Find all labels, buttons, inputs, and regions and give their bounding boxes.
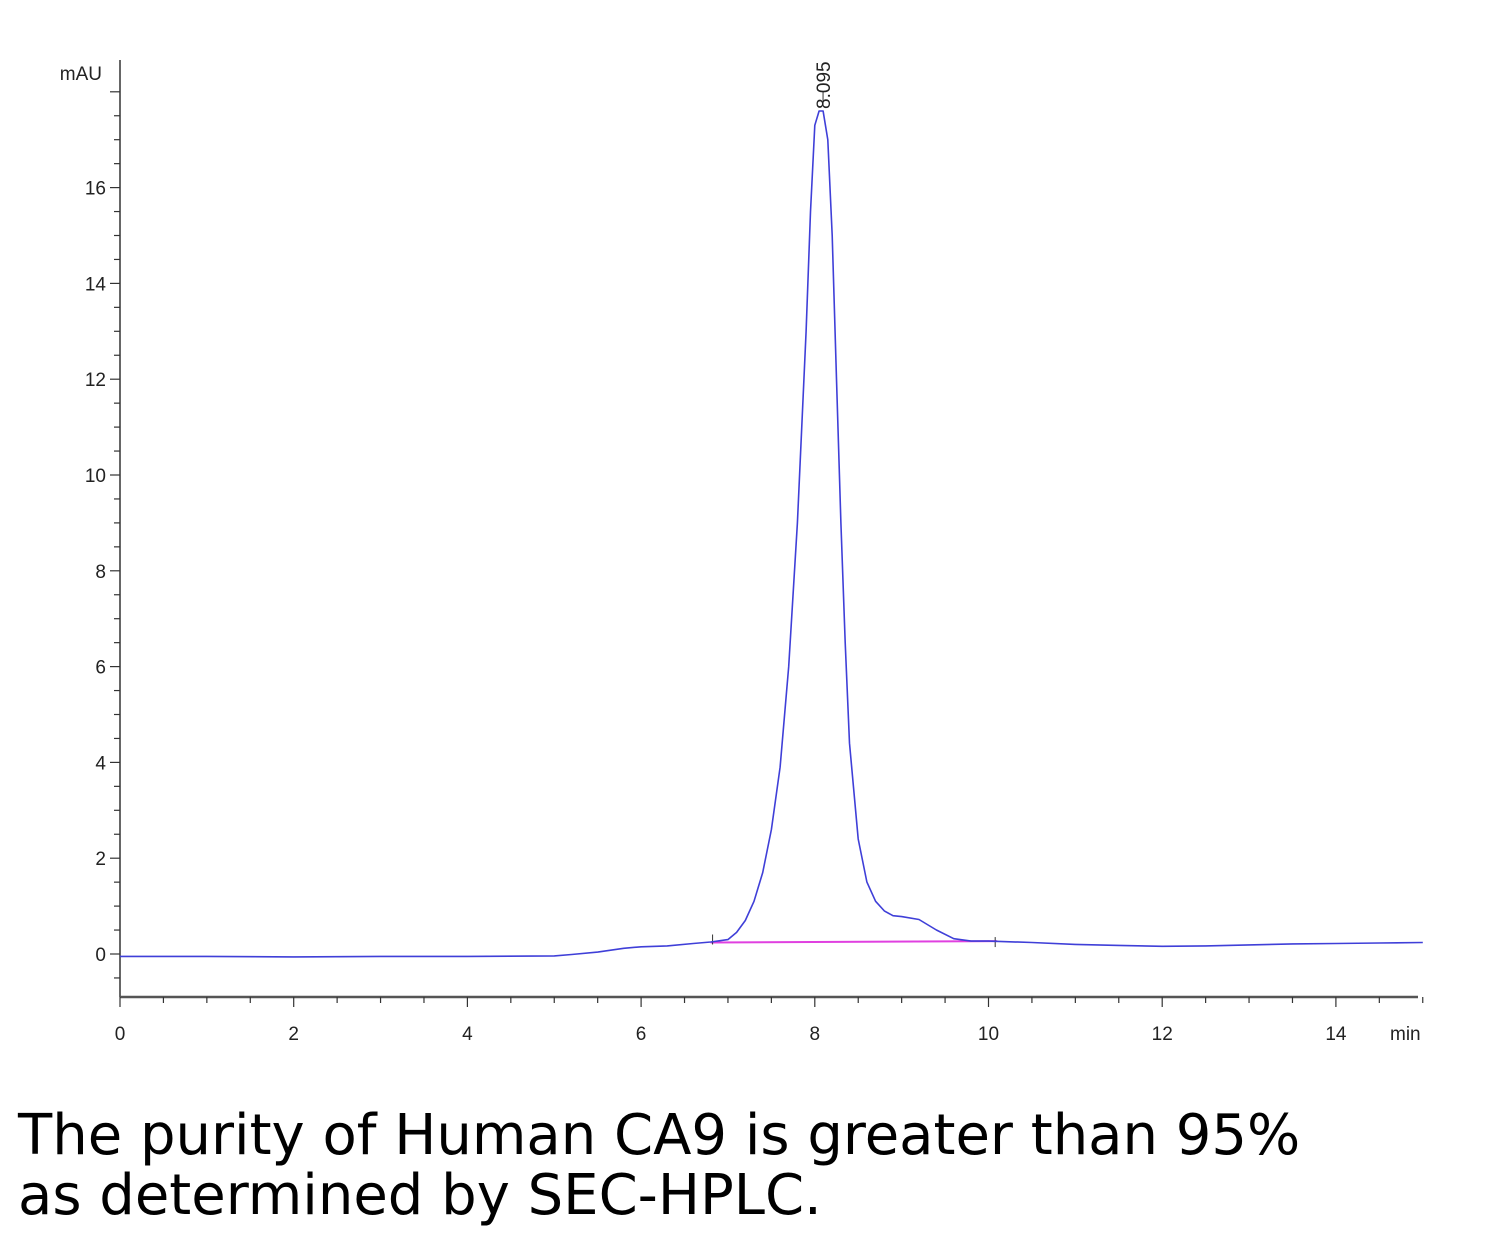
integration-baseline [710,940,998,944]
y-tick-label: 2 [95,849,106,870]
caption-line-2: as determined by SEC-HPLC. [18,1163,822,1228]
x-tick-label: 10 [978,1024,999,1045]
y-tick-label: 6 [95,658,106,679]
y-tick-label: 14 [85,274,107,295]
x-tick-label: 0 [115,1024,126,1045]
y-tick-label: 16 [85,179,106,200]
y-tick-label: 12 [85,370,106,391]
x-tick-label: 4 [462,1024,473,1045]
y-tick-label: 10 [85,466,106,487]
x-axis: 0 2 4 6 8 10 12 14 min [115,995,1424,1045]
x-unit-label: min [1390,1024,1421,1045]
y-tick-label: 0 [95,945,106,966]
y-unit-label: mAU [60,64,102,85]
x-tick-label: 8 [810,1024,821,1045]
y-tick-label: 8 [95,562,106,583]
y-axis: 0 2 4 6 8 10 12 14 16 mAU [60,60,121,997]
x-tick-label: 12 [1152,1024,1173,1045]
y-tick-label: 4 [95,753,106,774]
caption-line-1: The purity of Human CA9 is greater than … [18,1103,1301,1168]
plot-area: 8.095 [120,61,1423,958]
chromatogram-chart: 0 2 4 6 8 10 12 14 16 mAU 0 2 4 6 8 10 12 14 min 8.095 [60,60,1424,1045]
x-tick-label: 14 [1325,1024,1347,1045]
x-tick-label: 6 [636,1024,647,1045]
peak-label: 8.095 [814,61,835,109]
x-tick-label: 2 [288,1024,299,1045]
signal-trace [120,110,1423,958]
caption: The purity of Human CA9 is greater than … [18,1106,1478,1226]
